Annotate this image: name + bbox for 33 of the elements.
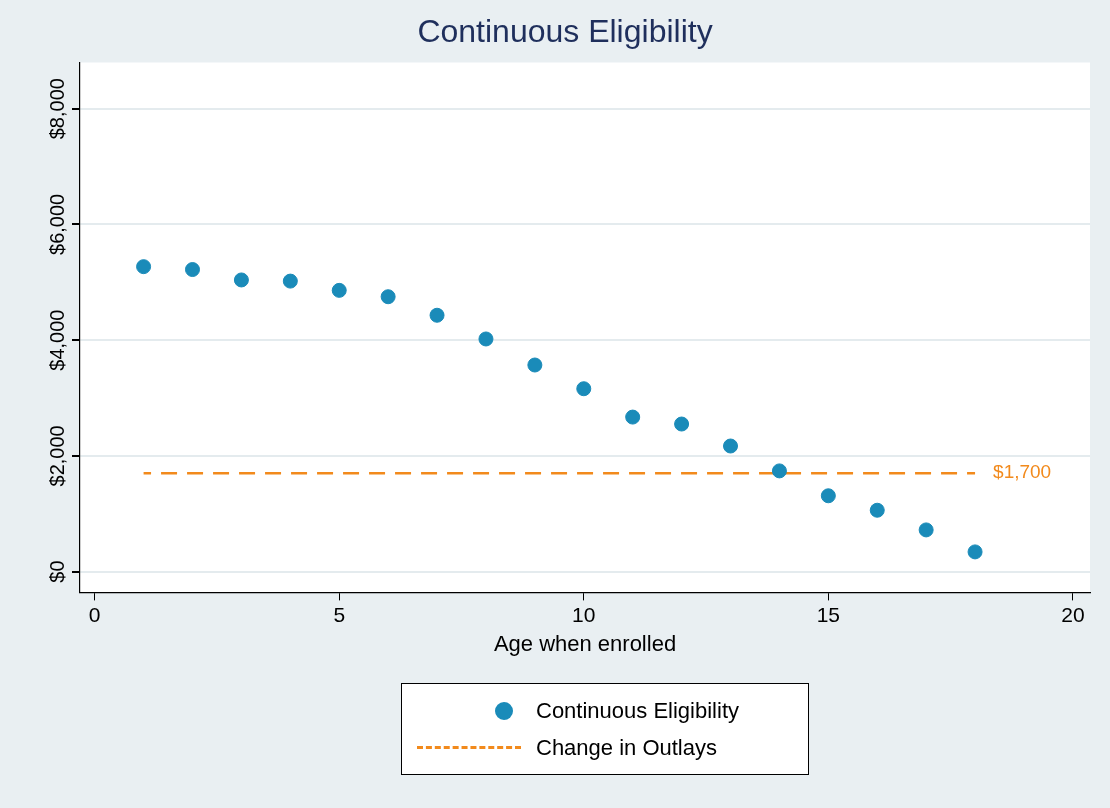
- point: [820, 488, 836, 504]
- point: [869, 502, 885, 518]
- x-tick-label: 0: [88, 602, 101, 626]
- x-tick-label: 15: [816, 602, 841, 626]
- x-tick-label: 5: [333, 602, 346, 626]
- annotation: $1,700: [993, 461, 1052, 483]
- point: [723, 438, 739, 454]
- point: [380, 289, 396, 305]
- point: [576, 381, 592, 397]
- point: [282, 273, 298, 289]
- y-tick-label: $0: [45, 560, 68, 583]
- point: [674, 416, 690, 432]
- point: [136, 259, 152, 275]
- point: [527, 357, 543, 373]
- chart-title: Continuous Eligibility: [417, 13, 713, 50]
- x-tick-label: 20: [1061, 602, 1085, 626]
- legend-label: Change in Outlays: [536, 734, 717, 761]
- x-axis-title: Age when enrolled: [493, 630, 677, 656]
- point: [429, 307, 445, 323]
- point: [918, 522, 934, 538]
- y-tick-label: $8,000: [45, 78, 68, 140]
- point: [478, 331, 494, 347]
- point: [967, 544, 983, 560]
- point: [331, 282, 347, 298]
- point: [184, 262, 200, 278]
- y-tick-label: $6,000: [45, 193, 68, 255]
- x-tick-label: 10: [572, 602, 596, 626]
- legend-label: Continuous Eligibility: [536, 697, 739, 724]
- point: [233, 272, 249, 288]
- y-tick-label: $2,000: [45, 425, 68, 487]
- y-tick-label: $4,000: [45, 309, 68, 371]
- point: [771, 463, 787, 479]
- point: [625, 409, 641, 425]
